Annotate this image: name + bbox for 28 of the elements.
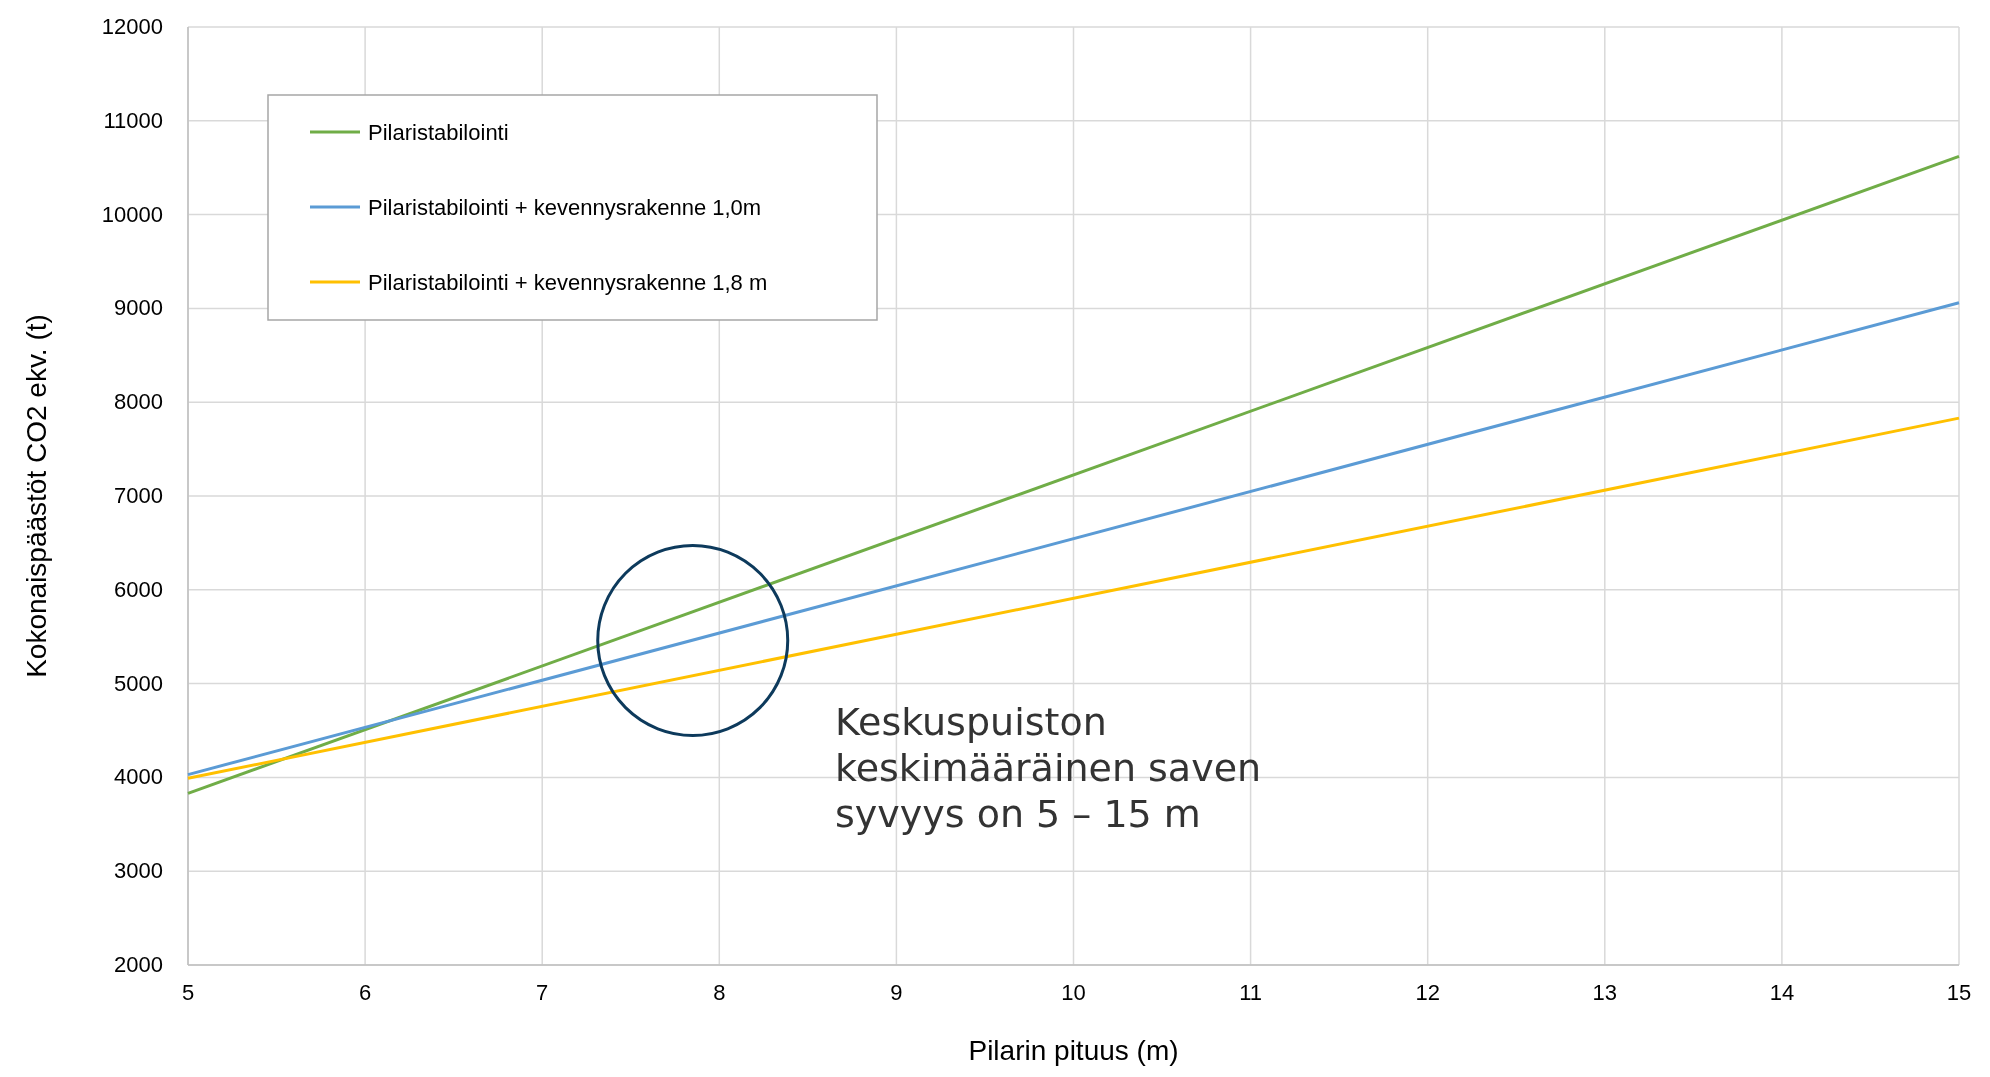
x-tick-label: 7: [536, 980, 549, 1005]
y-tick-label: 12000: [101, 14, 163, 39]
x-tick-label: 14: [1769, 980, 1795, 1005]
x-tick-label: 10: [1061, 980, 1086, 1005]
x-tick-label: 8: [713, 980, 726, 1005]
y-tick-label: 6000: [114, 576, 163, 602]
y-tick-label: 9000: [114, 295, 163, 321]
x-tick-label: 15: [1946, 980, 1972, 1005]
annotation: Keskuspuiston keskimääräinen saven syvyys on 5 – 15 m: [835, 700, 1262, 836]
x-tick-label: 5: [181, 980, 195, 1005]
y-tick-label: 2000: [114, 952, 163, 977]
y-tick-label: 3000: [114, 858, 163, 884]
x-tick-label: 11: [1239, 980, 1263, 1005]
x-axis-title: Pilarin pituus (m): [968, 1035, 1179, 1066]
legend-label: Pilaristabilointi + kevennysrakenne 1,0m: [368, 195, 762, 220]
legend-label: Pilaristabilointi: [368, 120, 509, 145]
x-tick-label: 13: [1592, 980, 1618, 1005]
y-tick-label: 4000: [114, 764, 163, 790]
x-tick-label: 12: [1415, 980, 1440, 1005]
legend-label: Pilaristabilointi + kevennysrakenne 1,8 m: [368, 270, 768, 295]
y-tick-label: 10000: [101, 201, 163, 227]
y-tick-label: 8000: [114, 389, 163, 415]
y-tick-label: 11000: [103, 107, 163, 133]
x-tick-label: 9: [890, 980, 903, 1005]
y-tick-label: 7000: [114, 483, 163, 508]
x-tick-label: 6: [358, 980, 372, 1005]
y-tick-label: 5000: [114, 670, 163, 696]
y-axis-title: Kokonaispäästöt CO2 ekv. (t): [21, 314, 52, 678]
